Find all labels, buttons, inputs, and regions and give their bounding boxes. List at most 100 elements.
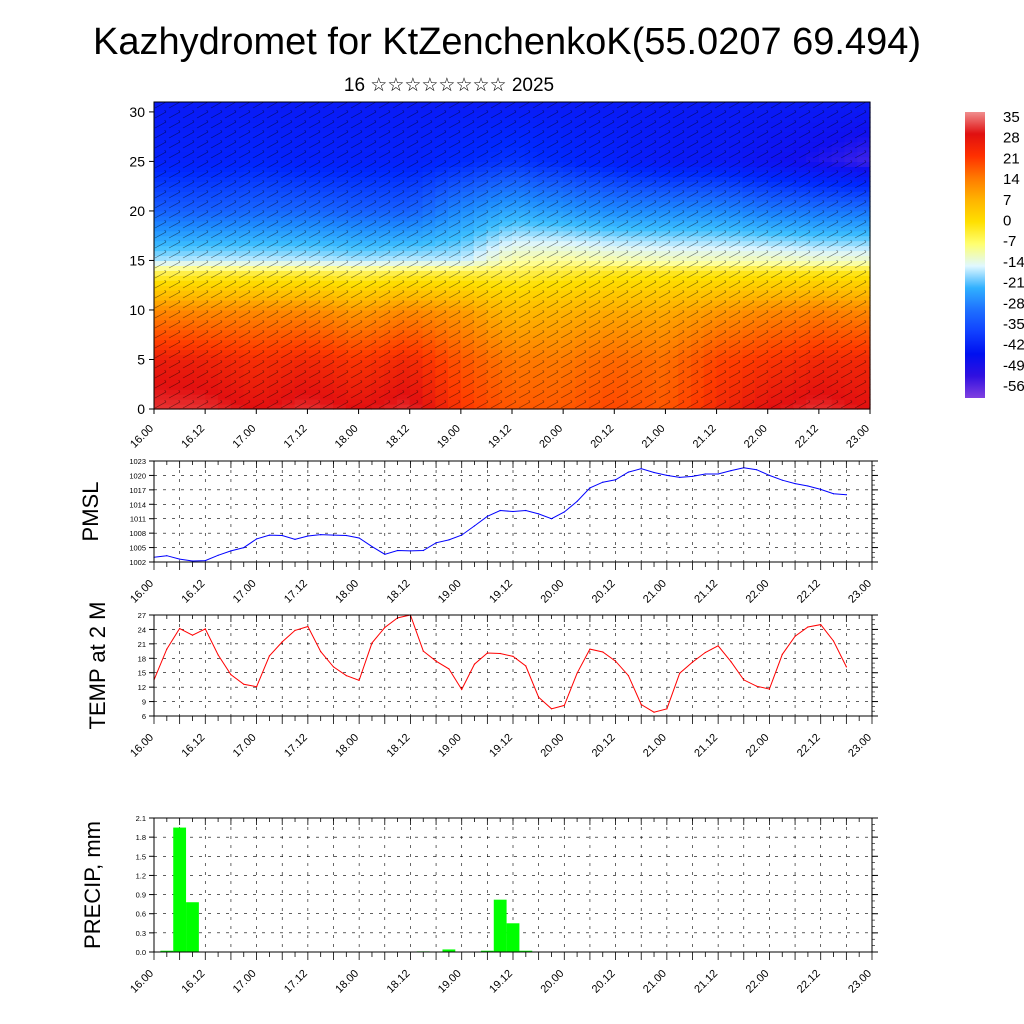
- data-point: [730, 470, 732, 472]
- colorbar-label: 14: [1003, 171, 1020, 188]
- x-tick-label: 20.00: [538, 578, 566, 606]
- x-tick-label: 23.00: [846, 578, 874, 606]
- data-point: [332, 666, 335, 668]
- data-point: [845, 666, 848, 668]
- y-tick-label: 1.8: [136, 833, 146, 842]
- precip-bar: [160, 950, 174, 952]
- x-tick-label: 18.12: [385, 968, 413, 996]
- colorbar-label: 28: [1003, 130, 1020, 147]
- x-tick-label: 16.12: [179, 423, 207, 451]
- y-tick-label: 1.2: [136, 871, 146, 880]
- data-point: [307, 625, 309, 628]
- data-point: [653, 711, 655, 713]
- data-point: [640, 468, 642, 470]
- x-tick-label: 17.12: [282, 578, 310, 606]
- series-line: [153, 467, 847, 562]
- data-point: [397, 549, 399, 552]
- precip-bar: [493, 899, 507, 952]
- y-tick-label: 25: [129, 153, 145, 169]
- y-tick-label: 0.9: [136, 891, 146, 900]
- data-point: [845, 494, 848, 496]
- data-point: [230, 550, 232, 552]
- y-axis: 1002 1005 1008 1011 1014 1017 1020 1023: [129, 457, 878, 567]
- panel-frame: [153, 614, 873, 717]
- data-point: [627, 471, 630, 473]
- data-point: [730, 661, 732, 663]
- data-point: [461, 534, 463, 536]
- colorbar-label: -14: [1003, 254, 1024, 271]
- precip-bar: [186, 902, 199, 952]
- data-point: [627, 675, 630, 677]
- y-tick-label: 6: [142, 712, 146, 721]
- x-tick-label: 22.12: [793, 423, 821, 451]
- y-tick-label: 10: [129, 302, 145, 318]
- colorbar-label: -49: [1003, 357, 1024, 374]
- x-tick-label: 20.00: [538, 732, 566, 760]
- data-point: [794, 635, 796, 637]
- x-tick-label: 17.00: [230, 423, 258, 451]
- data-point: [371, 546, 373, 548]
- colorbar-label: -7: [1003, 233, 1016, 250]
- data-point: [832, 640, 835, 642]
- x-tick-label: 18.00: [333, 578, 361, 606]
- x-tick-label: 21.00: [641, 732, 669, 760]
- data-point: [756, 685, 758, 687]
- x-tick-label: 19.12: [487, 968, 515, 996]
- y-axis-label: PRECIP, mm: [80, 821, 105, 949]
- data-point: [512, 655, 514, 658]
- data-point: [268, 534, 270, 536]
- section-x-axis: 16.00 16.12 17.00 17.12 18.00 18.12 19.00 19.12…: [128, 409, 872, 451]
- data-point: [589, 487, 591, 489]
- x-tick-label: 16.00: [128, 732, 156, 760]
- x-tick-label: 23.00: [844, 423, 872, 451]
- x-tick-label: 17.00: [231, 578, 259, 606]
- x-tick-label: 22.12: [795, 732, 823, 760]
- data-point: [345, 675, 347, 677]
- data-point: [243, 683, 245, 685]
- x-tick-label: 20.12: [590, 732, 618, 760]
- x-tick-label: 21.00: [641, 968, 669, 996]
- x-tick-label: 23.00: [846, 732, 874, 760]
- x-tick-label: 22.00: [744, 732, 772, 760]
- y-tick-label: 0: [137, 401, 145, 417]
- x-tick-label: 16.00: [128, 968, 156, 996]
- x-tick-label: 19.00: [436, 732, 464, 760]
- y-axis: 0.0 0.3 0.6 0.9 1.2 1.5 1.8 2.1: [136, 814, 878, 957]
- x-tick-label: 17.00: [231, 968, 259, 996]
- data-point: [166, 648, 168, 650]
- precip-bar: [173, 827, 187, 952]
- x-tick-label: 19.12: [487, 732, 515, 760]
- data-point: [294, 538, 296, 541]
- y-tick-label: 27: [138, 611, 146, 620]
- precip-bar: [442, 949, 456, 952]
- data-point: [794, 483, 796, 485]
- data-point: [243, 547, 245, 549]
- data-point: [448, 539, 450, 541]
- data-point: [281, 534, 283, 537]
- x-axis: 16.00 16.12 17.00 17.12 18.00 18.12 19.00 19.12…: [128, 461, 874, 606]
- data-point: [550, 708, 553, 710]
- data-point: [371, 642, 373, 644]
- x-tick-label: 19.12: [487, 578, 515, 606]
- data-point: [422, 650, 424, 652]
- x-tick-label: 21.00: [641, 578, 669, 606]
- data-point: [807, 485, 809, 487]
- data-point: [358, 537, 360, 539]
- data-point: [691, 475, 694, 477]
- y-tick-label: 0.0: [136, 948, 146, 957]
- data-point: [486, 652, 488, 654]
- x-tick-label: 16.12: [179, 578, 207, 606]
- y-axis-label: PMSL: [78, 482, 103, 542]
- y-tick-label: 1.5: [136, 852, 146, 861]
- x-tick-label: 21.00: [640, 423, 668, 451]
- y-tick-label: 5: [137, 351, 145, 367]
- data-point: [538, 513, 540, 515]
- x-tick-label: 20.00: [537, 423, 565, 451]
- y-tick-label: 1014: [129, 500, 146, 509]
- data-point: [512, 510, 514, 513]
- x-tick-label: 20.12: [590, 578, 618, 606]
- colorbar-label: 0: [1003, 213, 1011, 230]
- data-point: [358, 679, 360, 682]
